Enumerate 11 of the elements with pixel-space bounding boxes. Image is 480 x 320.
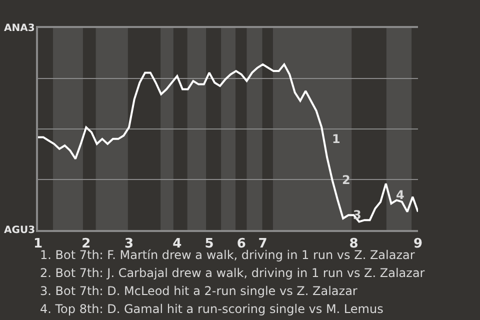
text: AGU3	[4, 225, 36, 236]
x-tick-label: 9	[413, 236, 423, 252]
text: 2. Bot 7th: J. Carbajal drew a walk, driving in 1 run vs Z. Zalazar	[40, 266, 425, 280]
text: 3. Bot 7th: D. McLeod hit a 2-run single vs Z. Zalazar	[40, 284, 358, 298]
annotation: 1	[332, 132, 340, 146]
x-tick-label: 1	[33, 236, 43, 252]
annotation: 3	[353, 208, 362, 222]
text: ANA3	[4, 23, 35, 34]
text: 4. Top 8th: D. Gamal hit a run-scoring single vs M. Lemus	[40, 302, 384, 316]
annotation: 4	[396, 188, 404, 202]
annotation: 2	[342, 173, 350, 187]
